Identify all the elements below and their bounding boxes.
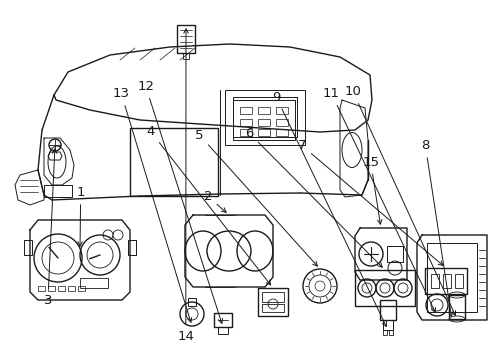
Bar bbox=[183, 53, 189, 59]
Bar bbox=[275, 129, 287, 136]
Bar bbox=[224, 90, 305, 145]
Bar bbox=[386, 246, 402, 262]
Bar bbox=[426, 243, 476, 312]
Text: 6: 6 bbox=[244, 127, 382, 267]
Bar bbox=[240, 129, 251, 136]
Bar bbox=[58, 286, 65, 291]
Bar bbox=[354, 270, 414, 306]
Text: 12: 12 bbox=[137, 80, 222, 323]
Bar bbox=[68, 286, 75, 291]
Text: 10: 10 bbox=[344, 85, 455, 315]
Bar bbox=[187, 298, 196, 306]
Text: 8: 8 bbox=[420, 139, 452, 316]
Bar bbox=[177, 25, 195, 53]
Bar bbox=[258, 288, 287, 316]
Bar bbox=[424, 268, 466, 294]
Text: 14: 14 bbox=[177, 29, 194, 343]
Bar bbox=[130, 128, 218, 196]
Bar bbox=[240, 119, 251, 126]
Bar bbox=[258, 107, 269, 114]
Bar bbox=[258, 119, 269, 126]
Bar bbox=[44, 185, 72, 197]
Text: 15: 15 bbox=[362, 156, 381, 224]
Bar bbox=[388, 330, 392, 335]
Bar bbox=[24, 240, 32, 255]
Text: 4: 4 bbox=[146, 125, 270, 285]
Bar bbox=[448, 295, 464, 319]
Bar bbox=[78, 286, 85, 291]
Bar bbox=[80, 278, 108, 288]
Bar bbox=[442, 274, 450, 288]
Bar bbox=[275, 107, 287, 114]
Bar bbox=[430, 274, 438, 288]
Text: 5: 5 bbox=[195, 129, 317, 266]
Bar bbox=[128, 240, 136, 255]
Text: 9: 9 bbox=[271, 91, 386, 327]
Bar bbox=[454, 274, 462, 288]
Text: 3: 3 bbox=[43, 149, 57, 307]
Bar bbox=[258, 129, 269, 136]
Bar bbox=[275, 119, 287, 126]
Bar bbox=[38, 286, 45, 291]
Bar bbox=[240, 107, 251, 114]
Bar bbox=[214, 313, 231, 327]
Bar bbox=[382, 330, 386, 335]
Text: 11: 11 bbox=[323, 87, 434, 312]
Bar bbox=[262, 304, 284, 312]
Text: 7: 7 bbox=[297, 139, 442, 265]
Bar bbox=[379, 300, 395, 320]
Text: 1: 1 bbox=[76, 186, 85, 246]
Bar bbox=[218, 327, 227, 334]
Text: 13: 13 bbox=[113, 87, 191, 322]
Text: 2: 2 bbox=[203, 190, 225, 212]
Bar bbox=[232, 100, 294, 140]
Bar bbox=[262, 292, 284, 302]
Bar bbox=[48, 286, 55, 291]
Bar bbox=[382, 320, 392, 330]
